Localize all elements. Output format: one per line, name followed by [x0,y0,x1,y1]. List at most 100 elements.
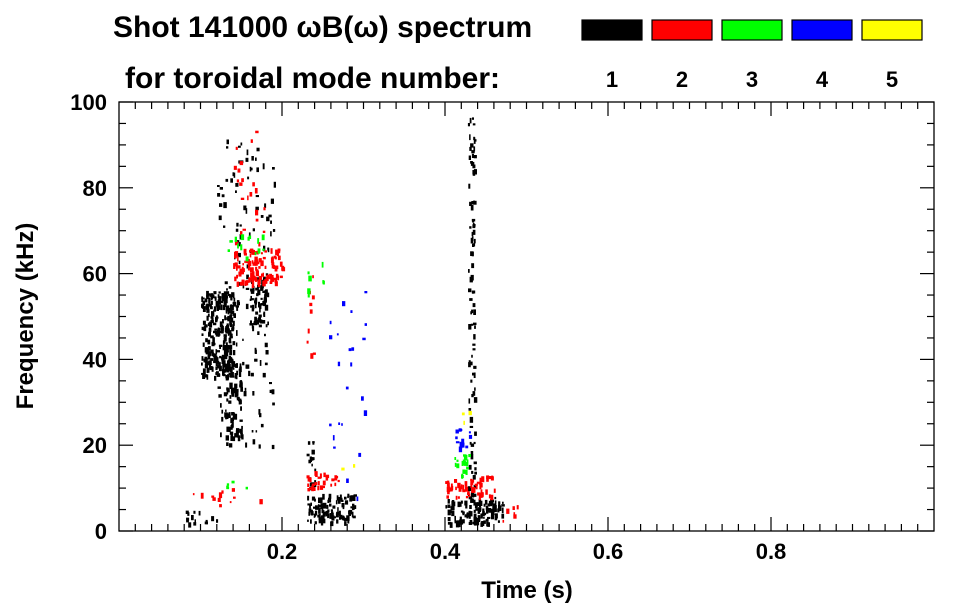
spectrum-point [237,435,241,442]
spectrum-point [334,475,338,481]
spectrum-point [313,506,317,509]
spectrum-point [226,387,229,391]
y-tick-label: 0 [95,519,107,544]
spectrum-point [318,508,321,514]
spectrum-point [329,503,332,507]
spectrum-point [200,492,204,499]
spectrum-point [454,479,458,483]
spectrum-point [472,343,476,346]
spectrum-point [213,360,217,364]
spectrum-point [253,275,256,281]
spectrum-point [217,386,221,389]
spectrum-point [232,350,236,356]
spectrum-point [477,502,481,507]
spectrum-point [339,494,342,497]
spectrum-point [473,461,477,465]
spectrum-point [211,311,215,317]
spectrum-point [337,507,339,513]
spectrum-point [464,462,467,465]
spectrum-point [470,143,474,148]
spectrum-point [251,156,254,161]
spectrum-point [469,117,472,124]
spectrum-point [202,320,206,325]
spectrum-point [225,307,229,312]
spectrum-point [242,284,245,289]
spectrum-point [466,459,469,465]
spectrum-point [473,309,476,315]
spectrum-point [468,496,472,500]
spectrum-point [335,500,338,505]
spectrum-point [312,352,316,355]
spectrum-point [226,442,229,446]
spectrum-point [258,314,262,318]
spectrum-point [263,245,266,252]
spectrum-point [232,324,235,330]
spectrum-point [262,300,265,304]
spectrum-point [229,333,233,339]
spectrum-point [209,362,212,369]
spectrum-point [240,234,245,241]
spectrum-point [471,150,475,154]
spectrum-point [480,482,483,488]
spectrum-point [473,238,476,244]
spectrum-point [270,231,272,237]
spectrum-point [206,362,209,366]
spectrum-point [343,517,347,521]
spectrum-point [470,161,473,164]
spectrum-point [329,423,332,427]
spectrum-point [233,165,237,170]
spectrum-point [209,293,213,297]
spectrum-point [317,476,321,479]
spectrum-point [250,320,252,326]
spectrum-point [469,134,471,141]
spectrum-point [236,305,239,311]
spectrum-point [502,519,505,523]
spectrum-point [341,499,344,502]
spectrum-point [460,484,463,490]
spectrum-point [469,505,472,509]
spectrum-point [227,293,231,296]
spectrum-point [311,483,316,486]
spectrum-point [461,442,465,448]
legend-label-mode-3: 3 [746,67,758,92]
spectrum-point [228,337,232,343]
spectrum-point [462,469,466,474]
spectrum-point [260,215,264,218]
spectrum-point [473,136,475,141]
spectrum-point [454,520,458,524]
spectrum-point [215,362,218,367]
spectrum-point [364,291,368,294]
spectrum-point [255,303,257,309]
spectrum-point [225,178,229,182]
spectrum-point [309,302,313,307]
spectrum-point [188,522,192,528]
spectrum-point [228,372,231,375]
spectrum-point [231,327,234,332]
spectrum-point [225,330,229,334]
spectrum-point [233,496,236,499]
spectrum-point [210,316,213,319]
spectrum-point [467,492,470,495]
spectrum-point [309,477,312,483]
spectrum-point [337,361,341,367]
spectrum-point [215,316,219,319]
spectrum-point [226,348,229,353]
spectrum-point [218,305,221,310]
spectrum-point [262,272,264,278]
spectrum-point [211,352,214,357]
spectrum-point [462,519,465,524]
spectrum-point [458,428,462,432]
spectrum-point [274,277,278,284]
spectrum-point [241,266,244,273]
spectrum-point [251,430,254,433]
spectrum-point [258,409,261,415]
spectrum-point [217,299,221,305]
spectrum-point [271,256,274,260]
spectrum-point [472,164,476,169]
spectrum-point [266,216,270,222]
spectrum-point [470,323,474,326]
spectrum-point [473,155,477,159]
spectrum-point [220,300,224,304]
spectrum-point [266,292,270,298]
spectrum-point [310,502,312,506]
